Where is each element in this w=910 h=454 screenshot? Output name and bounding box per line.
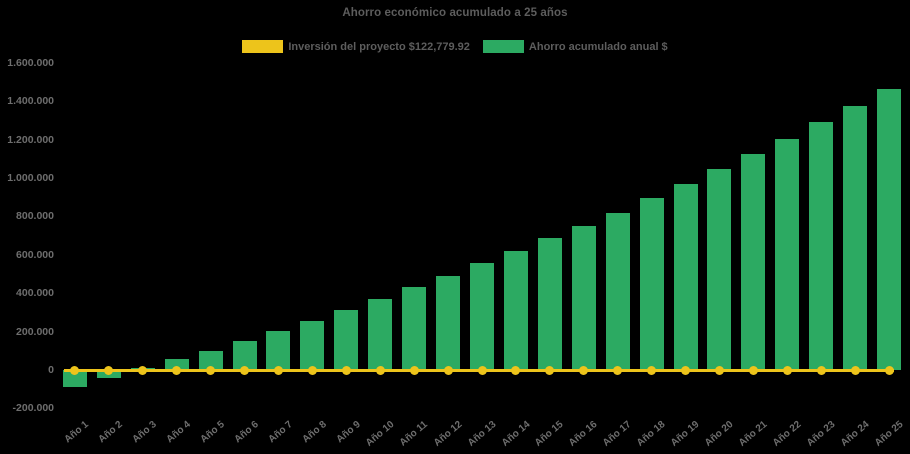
bar-year-18[interactable] (639, 198, 664, 370)
investment-point-year-2[interactable] (104, 365, 114, 375)
x-axis-label: Año 11 (398, 419, 431, 449)
x-axis-label: Año 1 (62, 419, 92, 446)
x-axis-label: Año 19 (668, 419, 702, 449)
investment-point-year-15[interactable] (545, 365, 555, 375)
x-axis-label: Año 14 (499, 419, 532, 449)
investment-point-year-24[interactable] (850, 365, 860, 375)
x-axis-label: Año 21 (736, 419, 770, 449)
x-axis-label: Año 4 (164, 419, 193, 446)
x-axis-label: Año 15 (533, 419, 566, 449)
bar-year-12[interactable] (436, 275, 461, 370)
legend-label-investment: Inversión del proyecto $122,779.92 (288, 40, 470, 53)
x-axis-label: Año 24 (838, 419, 872, 449)
y-axis-label: 1.400.000 (7, 95, 54, 108)
bar-year-1[interactable] (62, 370, 87, 388)
bar-year-11[interactable] (402, 287, 427, 370)
bar-year-20[interactable] (707, 169, 732, 370)
y-axis-label: 1.600.000 (7, 56, 54, 69)
bar-year-19[interactable] (673, 183, 698, 370)
bar-year-22[interactable] (775, 138, 800, 370)
investment-point-year-16[interactable] (579, 365, 589, 375)
investment-point-year-22[interactable] (782, 365, 792, 375)
x-axis-label: Año 5 (198, 419, 227, 446)
x-axis-label: Año 23 (804, 419, 838, 449)
investment-point-year-1[interactable] (70, 365, 80, 375)
bar-year-21[interactable] (741, 154, 766, 370)
bar-year-4[interactable] (164, 359, 189, 370)
bar-year-10[interactable] (368, 298, 393, 370)
x-axis-label: Año 7 (266, 419, 295, 446)
bar-year-7[interactable] (266, 330, 291, 370)
bar-year-24[interactable] (843, 106, 868, 370)
investment-point-year-6[interactable] (240, 365, 250, 375)
bar-year-16[interactable] (571, 226, 596, 370)
x-axis-label: Año 18 (635, 419, 668, 449)
x-axis-label: Año 10 (363, 419, 397, 449)
x-axis-label: Año 17 (601, 419, 634, 449)
x-axis-label: Año 6 (232, 419, 261, 446)
investment-point-year-14[interactable] (511, 365, 521, 375)
investment-point-year-5[interactable] (206, 365, 216, 375)
bar-year-9[interactable] (334, 310, 359, 370)
investment-point-year-13[interactable] (477, 365, 487, 375)
legend-swatch-investment-icon (242, 40, 284, 53)
bar-year-25[interactable] (877, 88, 902, 370)
bar-year-5[interactable] (198, 350, 223, 370)
x-axis-label: Año 20 (702, 419, 736, 449)
y-axis-label: 200.000 (16, 325, 54, 338)
bar-year-6[interactable] (232, 341, 257, 370)
legend: Inversión del proyecto $122,779.92 Ahorr… (0, 38, 910, 55)
x-axis-label: Año 12 (431, 419, 465, 449)
investment-point-year-7[interactable] (273, 365, 283, 375)
bar-year-14[interactable] (503, 250, 528, 370)
y-axis-label: 600.000 (16, 248, 54, 261)
y-axis-label: 1.200.000 (7, 133, 54, 146)
bar-year-17[interactable] (605, 212, 630, 370)
legend-label-savings: Ahorro acumulado anual $ (528, 40, 668, 53)
legend-swatch-savings-icon (482, 40, 524, 53)
bar-year-8[interactable] (300, 321, 325, 370)
investment-point-year-20[interactable] (714, 365, 724, 375)
y-axis-label: 0 (48, 364, 54, 376)
x-axis-label: Año 8 (300, 419, 329, 446)
y-axis-label: 1.000.000 (7, 172, 54, 184)
bar-year-23[interactable] (809, 122, 834, 370)
x-axis-label: Año 25 (872, 419, 906, 449)
investment-point-year-19[interactable] (681, 365, 691, 375)
x-axis-label: Año 22 (770, 419, 804, 449)
investment-point-year-9[interactable] (341, 365, 351, 375)
bar-year-13[interactable] (470, 263, 494, 370)
legend-item-investment[interactable]: Inversión del proyecto $122,779.92 (242, 40, 470, 53)
chart-title: Ahorro económico acumulado a 25 años (342, 7, 568, 19)
x-axis-label: Año 2 (96, 419, 125, 446)
x-axis-label: Año 9 (334, 419, 363, 446)
investment-point-year-11[interactable] (409, 365, 419, 375)
investment-point-year-17[interactable] (613, 365, 623, 375)
legend-item-savings[interactable]: Ahorro acumulado anual $ (482, 40, 668, 53)
investment-point-year-25[interactable] (884, 365, 894, 375)
x-axis-label: Año 13 (465, 419, 499, 449)
investment-point-year-8[interactable] (307, 365, 317, 375)
x-axis-label: Año 16 (567, 419, 600, 449)
investment-point-year-4[interactable] (172, 365, 182, 375)
investment-point-year-18[interactable] (647, 365, 657, 375)
bar-year-15[interactable] (537, 238, 562, 370)
y-axis-label: 800.000 (16, 210, 54, 223)
y-axis-label: -200.000 (12, 402, 54, 415)
investment-point-year-21[interactable] (748, 365, 758, 375)
investment-point-year-23[interactable] (816, 365, 826, 375)
y-axis-label: 400.000 (16, 287, 54, 300)
investment-point-year-3[interactable] (138, 365, 148, 375)
x-axis-label: Año 3 (130, 419, 159, 446)
investment-point-year-12[interactable] (443, 365, 453, 375)
investment-point-year-10[interactable] (375, 365, 385, 375)
